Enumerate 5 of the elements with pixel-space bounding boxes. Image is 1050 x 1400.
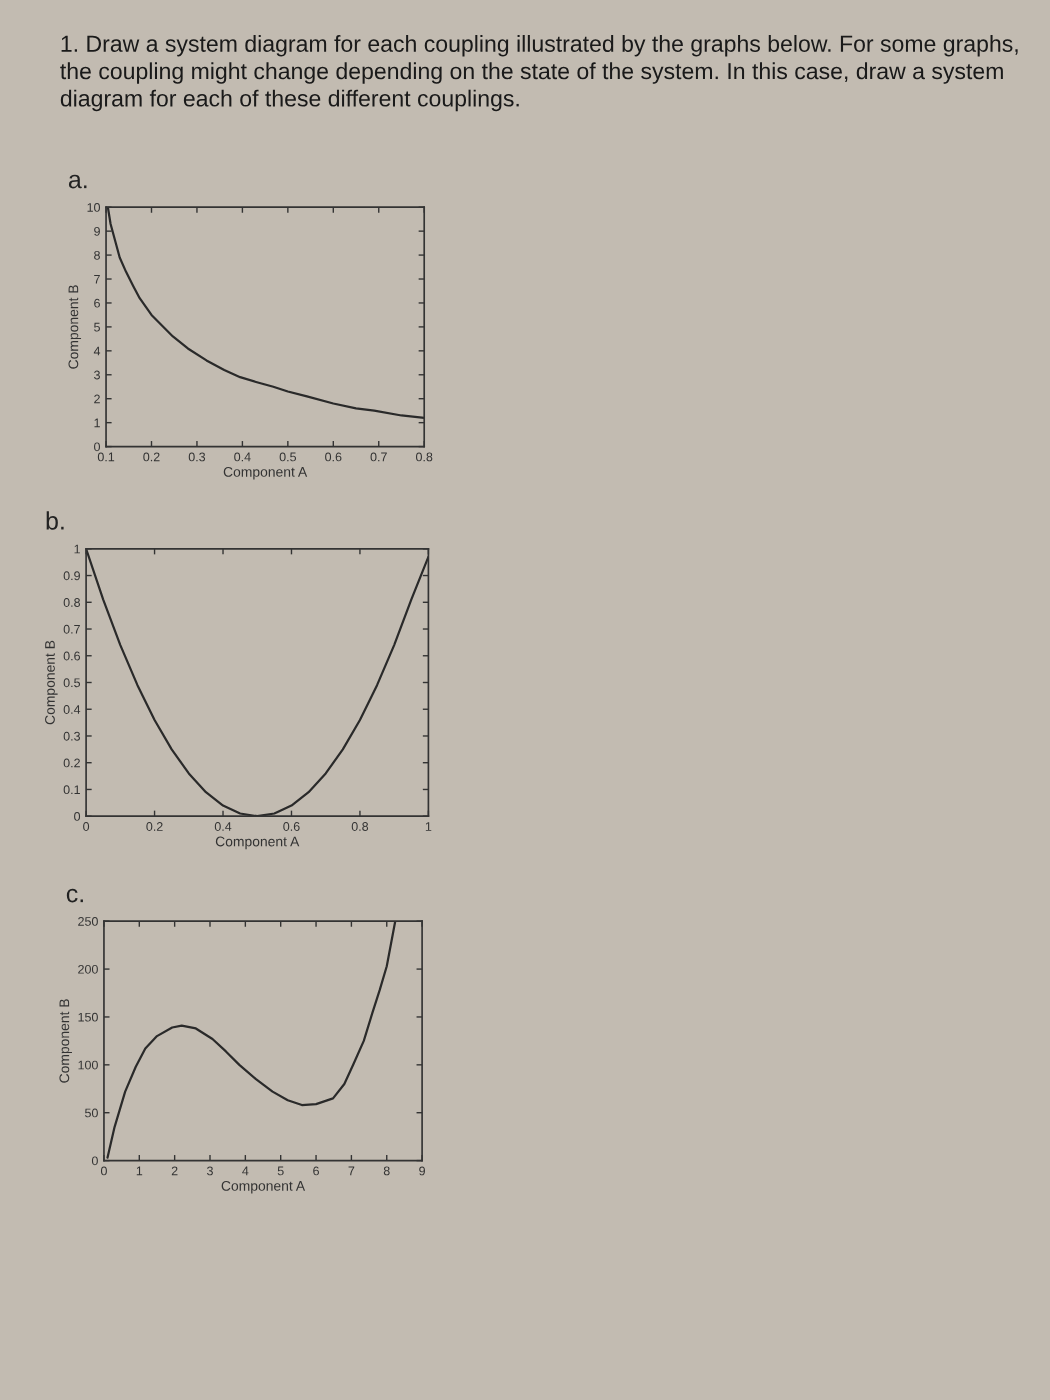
chart-title: b. bbox=[46, 511, 64, 530]
chart-title: c. bbox=[66, 888, 83, 903]
line-series bbox=[86, 548, 429, 817]
text: 1. Draw a system diagram for each coupling illustrated by the graphs below. For some graphs, the coupling might change depending on the state of the system. In this case, draw a system diagram for each of these different couplings. bbox=[60, 35, 1018, 112]
chart-title: a. bbox=[68, 174, 87, 189]
